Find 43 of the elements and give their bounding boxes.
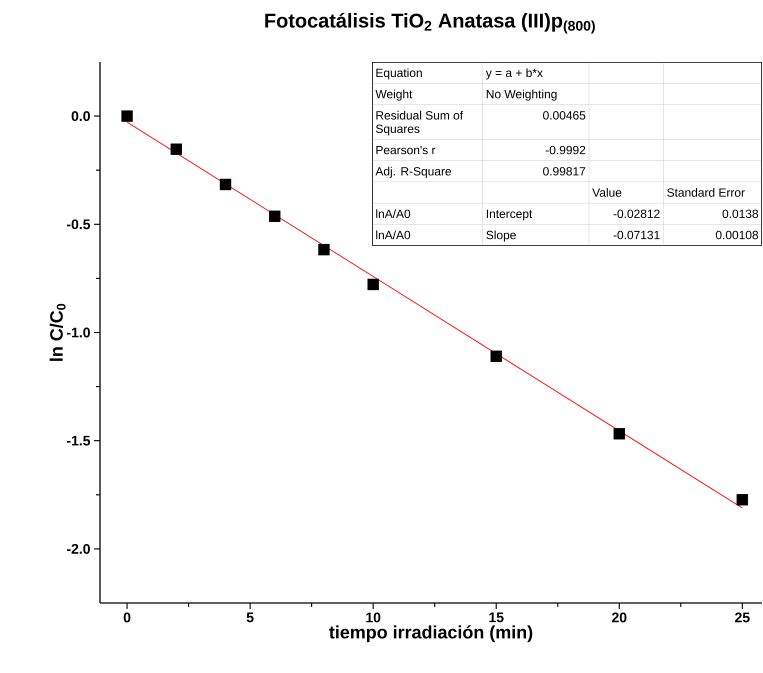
annotation: lnA/A0 bbox=[376, 230, 410, 240]
point bbox=[170, 144, 182, 155]
x-tick-label: 0 bbox=[124, 612, 130, 622]
x-tick-label: 15 bbox=[489, 612, 504, 622]
y-tick-label: -2.0 bbox=[66, 544, 90, 554]
annotation: Intercept bbox=[486, 210, 532, 220]
point bbox=[367, 278, 379, 290]
annotation: No Weighting bbox=[486, 90, 557, 101]
y-tick-label: -1.5 bbox=[66, 436, 90, 446]
x-tick-label: 10 bbox=[366, 612, 380, 622]
point bbox=[269, 210, 280, 222]
x-tick-label: 25 bbox=[735, 612, 750, 622]
annotation: Standard Error bbox=[667, 188, 745, 197]
annotation: Equation bbox=[376, 68, 422, 80]
annotation: Pearson's r bbox=[376, 146, 436, 154]
point bbox=[220, 178, 232, 190]
point bbox=[736, 494, 748, 506]
y-tick-label: 0.0 bbox=[72, 111, 90, 122]
y-axis-title: ln C/C$_{0}$ bbox=[50, 304, 66, 361]
x-tick-label: 5 bbox=[246, 612, 254, 622]
point bbox=[490, 350, 502, 362]
annotation: Value bbox=[592, 188, 622, 197]
annotation: Slope bbox=[486, 230, 516, 242]
point bbox=[121, 110, 133, 122]
annotation: 0.00465 bbox=[543, 111, 586, 120]
annotation: Weight bbox=[375, 90, 412, 101]
annotation: y = a + b*x bbox=[486, 68, 543, 80]
annotation: 0.0138 bbox=[722, 210, 758, 218]
point bbox=[318, 244, 330, 256]
annotation: Residual Sum of Squares bbox=[376, 110, 464, 136]
y-tick-label: -0.5 bbox=[66, 219, 90, 230]
annotation: 0.99817 bbox=[543, 167, 586, 176]
annotation: -0.02812 bbox=[614, 210, 660, 218]
annotation: Adj. R-Square bbox=[375, 166, 452, 178]
x-axis-title: tiempo irradiación (min) bbox=[329, 625, 532, 642]
point bbox=[614, 428, 625, 440]
x-tick-label: 20 bbox=[612, 612, 626, 622]
annotation: lnA/A0 bbox=[376, 209, 410, 218]
annotation: -0.07131 bbox=[614, 230, 660, 240]
chart-title: Fotocatálisis TiO$_{2}$ Anatasa (III)p$_{(800)}$ bbox=[265, 12, 595, 34]
annotation: 0.00108 bbox=[716, 230, 758, 240]
annotation: -0.9992 bbox=[546, 146, 586, 154]
y-tick-label: -1.0 bbox=[66, 328, 90, 338]
